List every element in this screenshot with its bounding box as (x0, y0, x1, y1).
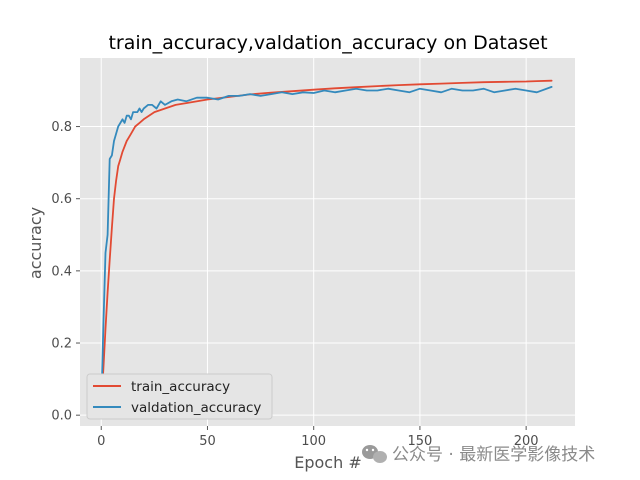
watermark: 公众号 · 最新医学影像技术 (362, 445, 595, 465)
data-series (100, 79, 553, 409)
x-tick-label: 200 (514, 434, 539, 449)
x-tick-label: 50 (199, 434, 216, 449)
y-tick-label: 0.8 (51, 120, 72, 135)
watermark-text: 公众号 · 最新医学影像技术 (392, 445, 595, 465)
tick-labels: 0 50 100 150 200 0.0 0.2 0.4 0.6 0.8 (51, 120, 538, 449)
legend-label-train: train_accuracy (131, 379, 230, 395)
legend-label-validation: valdation_accuracy (131, 400, 261, 416)
y-axis-label: accuracy (26, 207, 45, 279)
y-tick-label: 0.4 (51, 264, 72, 279)
wechat-icon (362, 445, 387, 463)
x-tick-label: 150 (408, 434, 433, 449)
x-tick-label: 100 (301, 434, 326, 449)
legend: train_accuracy valdation_accuracy (86, 373, 273, 420)
x-tick-label: 0 (97, 434, 105, 449)
y-tick-label: 0.6 (51, 192, 72, 207)
series-line-train (100, 79, 553, 406)
chart-title: train_accuracy,valdation_accuracy on Dat… (108, 32, 547, 54)
series-line-validation (100, 86, 553, 409)
x-axis-label: Epoch # (294, 453, 361, 472)
y-tick-label: 0.0 (51, 409, 72, 424)
legend-box (86, 373, 273, 420)
plot-area (80, 58, 575, 426)
y-tick-label: 0.2 (51, 337, 72, 352)
